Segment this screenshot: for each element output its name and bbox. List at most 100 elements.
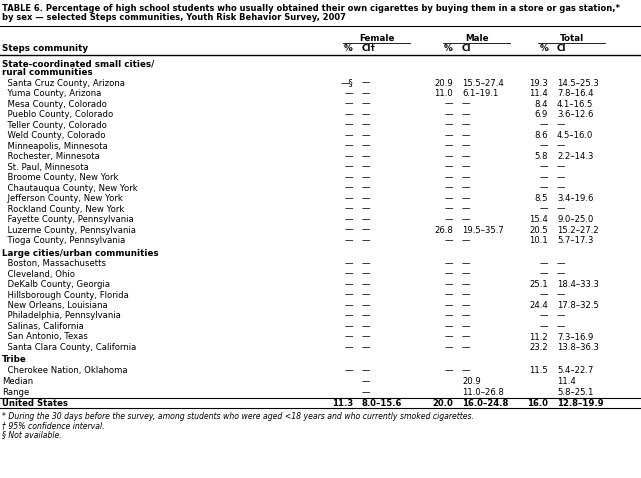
Text: Cherokee Nation, Oklahoma: Cherokee Nation, Oklahoma [2, 366, 128, 375]
Text: —: — [462, 163, 470, 172]
Text: —: — [444, 194, 453, 203]
Text: Cleveland, Ohio: Cleveland, Ohio [2, 270, 75, 279]
Text: 25.1: 25.1 [529, 280, 548, 289]
Text: —: — [362, 322, 370, 331]
Text: CI: CI [462, 44, 472, 53]
Text: Median: Median [2, 378, 33, 387]
Text: —: — [362, 291, 370, 300]
Text: —: — [557, 322, 565, 331]
Text: —: — [362, 194, 370, 203]
Text: —: — [344, 194, 353, 203]
Text: 4.1–16.5: 4.1–16.5 [557, 99, 594, 109]
Text: New Orleans, Louisiana: New Orleans, Louisiana [2, 301, 108, 310]
Text: 26.8: 26.8 [434, 226, 453, 235]
Text: —: — [444, 259, 453, 268]
Text: 6.9: 6.9 [535, 110, 548, 119]
Text: —: — [557, 120, 565, 130]
Text: —: — [462, 120, 470, 130]
Text: —: — [444, 236, 453, 245]
Text: —: — [444, 291, 453, 300]
Text: Tioga County, Pennsylvania: Tioga County, Pennsylvania [2, 236, 126, 245]
Text: State-coordinated small cities/: State-coordinated small cities/ [2, 59, 154, 68]
Text: —: — [344, 291, 353, 300]
Text: —: — [540, 141, 548, 151]
Text: —: — [362, 215, 370, 224]
Text: —: — [462, 280, 470, 289]
Text: —: — [462, 194, 470, 203]
Text: —: — [362, 163, 370, 172]
Text: —: — [462, 333, 470, 341]
Text: —: — [344, 215, 353, 224]
Text: —: — [557, 163, 565, 172]
Text: —: — [540, 322, 548, 331]
Text: † 95% confidence interval.: † 95% confidence interval. [2, 421, 104, 430]
Text: Minneapolis, Minnesota: Minneapolis, Minnesota [2, 141, 108, 151]
Text: rural communities: rural communities [2, 68, 93, 77]
Text: Yuma County, Arizona: Yuma County, Arizona [2, 89, 101, 98]
Text: —: — [344, 131, 353, 140]
Text: 5.8: 5.8 [535, 152, 548, 161]
Text: Fayette County, Pennsylvania: Fayette County, Pennsylvania [2, 215, 134, 224]
Text: —: — [557, 184, 565, 193]
Text: 11.3: 11.3 [332, 399, 353, 408]
Text: —: — [344, 333, 353, 341]
Text: 11.2: 11.2 [529, 333, 548, 341]
Text: —: — [444, 312, 453, 321]
Text: United States: United States [2, 399, 68, 408]
Text: Chautauqua County, New York: Chautauqua County, New York [2, 184, 138, 193]
Text: —: — [362, 236, 370, 245]
Text: 8.4: 8.4 [535, 99, 548, 109]
Text: 3.4–19.6: 3.4–19.6 [557, 194, 594, 203]
Text: —: — [462, 110, 470, 119]
Text: —: — [462, 301, 470, 310]
Text: 8.6: 8.6 [535, 131, 548, 140]
Text: CI†: CI† [362, 44, 376, 53]
Text: 6.1–19.1: 6.1–19.1 [462, 89, 498, 98]
Text: § Not available.: § Not available. [2, 430, 62, 439]
Text: —: — [462, 141, 470, 151]
Text: —: — [444, 152, 453, 161]
Text: 13.8–36.3: 13.8–36.3 [557, 343, 599, 352]
Text: —: — [362, 131, 370, 140]
Text: —: — [557, 141, 565, 151]
Text: —: — [557, 205, 565, 214]
Text: Jefferson County, New York: Jefferson County, New York [2, 194, 123, 203]
Text: 23.2: 23.2 [529, 343, 548, 352]
Text: —: — [344, 141, 353, 151]
Text: San Antonio, Texas: San Antonio, Texas [2, 333, 88, 341]
Text: —: — [462, 173, 470, 182]
Text: %: % [444, 44, 453, 53]
Text: 24.4: 24.4 [529, 301, 548, 310]
Text: —: — [444, 141, 453, 151]
Text: —: — [344, 89, 353, 98]
Text: Rochester, Minnesota: Rochester, Minnesota [2, 152, 100, 161]
Text: Female: Female [359, 34, 394, 43]
Text: —: — [540, 120, 548, 130]
Text: Teller County, Colorado: Teller County, Colorado [2, 120, 107, 130]
Text: —: — [444, 120, 453, 130]
Text: —: — [362, 152, 370, 161]
Text: —: — [557, 259, 565, 268]
Text: —: — [344, 99, 353, 109]
Text: —: — [462, 259, 470, 268]
Text: 11.4: 11.4 [529, 89, 548, 98]
Text: —: — [462, 366, 470, 375]
Text: * During the 30 days before the survey, among students who were aged <18 years a: * During the 30 days before the survey, … [2, 412, 474, 421]
Text: —: — [362, 205, 370, 214]
Text: —: — [462, 343, 470, 352]
Text: —: — [344, 163, 353, 172]
Text: —: — [444, 333, 453, 341]
Text: Rockland County, New York: Rockland County, New York [2, 205, 124, 214]
Text: 19.5–35.7: 19.5–35.7 [462, 226, 504, 235]
Text: —: — [344, 184, 353, 193]
Text: St. Paul, Minnesota: St. Paul, Minnesota [2, 163, 89, 172]
Text: —: — [344, 120, 353, 130]
Text: —: — [344, 366, 353, 375]
Text: —: — [344, 301, 353, 310]
Text: —: — [362, 173, 370, 182]
Text: —: — [362, 89, 370, 98]
Text: —: — [362, 99, 370, 109]
Text: —: — [362, 184, 370, 193]
Text: Hillsborough County, Florida: Hillsborough County, Florida [2, 291, 129, 300]
Text: TABLE 6. Percentage of high school students who usually obtained their own cigar: TABLE 6. Percentage of high school stude… [2, 4, 620, 13]
